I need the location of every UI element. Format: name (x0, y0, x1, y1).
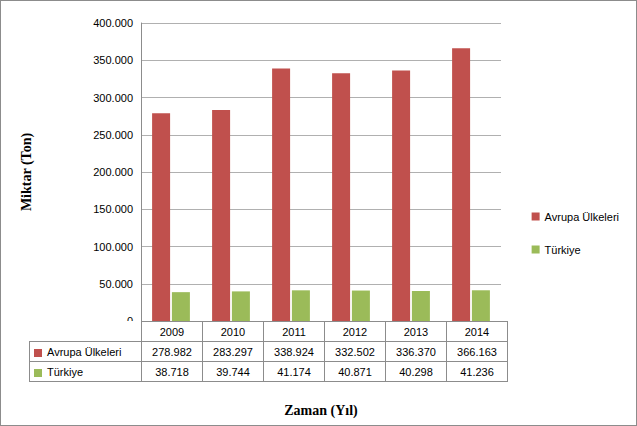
html-text:332.502: 332.502 (335, 345, 375, 358)
html-text:338.924: 338.924 (274, 345, 314, 358)
svg-text:200.000: 200.000 (93, 166, 133, 178)
svg-text:350.000: 350.000 (93, 54, 133, 66)
html-text:2014: 2014 (464, 325, 490, 338)
svg-text:150.000: 150.000 (93, 203, 133, 215)
svg-text:50.000: 50.000 (99, 278, 133, 290)
html-text:38.718: 38.718 (155, 365, 189, 378)
html-text:336.370: 336.370 (396, 345, 436, 358)
svg-text:Miktar (Ton): Miktar (Ton) (19, 133, 35, 212)
svg-text:Türkiye: Türkiye (545, 244, 581, 256)
html-text:40.871: 40.871 (338, 365, 372, 378)
html-text:Avrupa Ülkeleri: Avrupa Ülkeleri (47, 345, 122, 358)
html-text:2009: 2009 (159, 325, 185, 338)
html-text:41.236: 41.236 (460, 365, 494, 378)
html-text:41.174: 41.174 (277, 365, 311, 378)
html-text:283.297: 283.297 (213, 345, 253, 358)
html-text:366.163: 366.163 (457, 345, 497, 358)
svg-text:Avrupa Ülkeleri: Avrupa Ülkeleri (545, 211, 619, 223)
html-text:2013: 2013 (403, 325, 429, 338)
svg-text:100.000: 100.000 (93, 241, 133, 253)
html-text:40.298: 40.298 (399, 365, 433, 378)
svg-text:300.000: 300.000 (93, 92, 133, 104)
svg-text:400.000: 400.000 (93, 17, 133, 29)
html-text:39.744: 39.744 (216, 365, 250, 378)
html-text:2012: 2012 (342, 325, 368, 338)
html-text:2011: 2011 (282, 325, 306, 338)
html-text:2010: 2010 (220, 325, 246, 338)
svg-text:250.000: 250.000 (93, 129, 133, 141)
html-text:Türkiye: Türkiye (47, 365, 84, 378)
svg-text:Zaman (Yıl): Zaman (Yıl) (284, 403, 358, 419)
html-text:278.982: 278.982 (152, 345, 192, 358)
